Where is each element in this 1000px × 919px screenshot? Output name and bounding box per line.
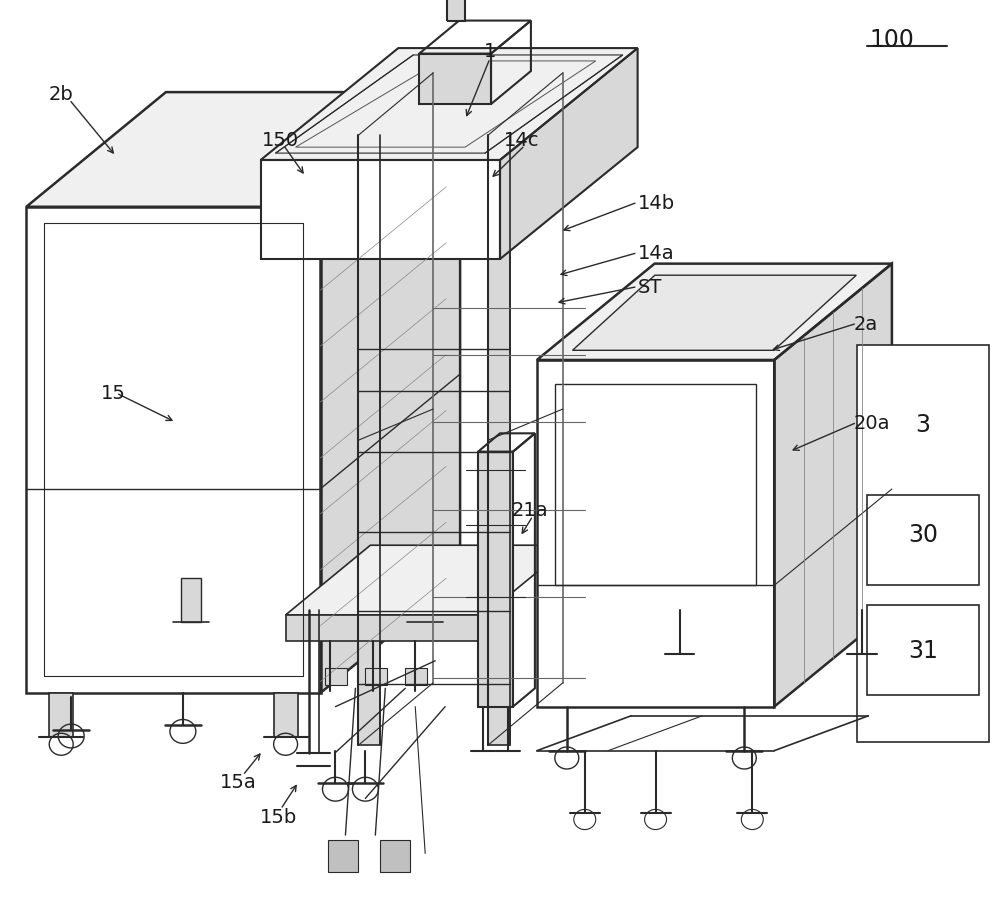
Polygon shape — [328, 840, 358, 872]
Text: 2a: 2a — [854, 314, 878, 334]
Text: 15: 15 — [101, 384, 126, 403]
Bar — [867, 495, 979, 585]
Polygon shape — [537, 360, 774, 707]
Polygon shape — [358, 136, 380, 745]
Polygon shape — [500, 49, 638, 260]
Polygon shape — [325, 668, 347, 685]
Text: 21a: 21a — [512, 501, 548, 519]
Polygon shape — [419, 54, 491, 105]
Text: 14b: 14b — [638, 194, 675, 212]
Polygon shape — [320, 93, 460, 693]
Polygon shape — [286, 615, 485, 641]
Polygon shape — [380, 840, 410, 872]
Polygon shape — [26, 208, 320, 693]
Polygon shape — [405, 668, 427, 685]
Polygon shape — [49, 693, 73, 737]
Polygon shape — [26, 93, 460, 208]
Polygon shape — [415, 579, 435, 622]
Polygon shape — [365, 668, 387, 685]
Polygon shape — [537, 265, 892, 360]
Polygon shape — [261, 161, 500, 260]
Polygon shape — [488, 136, 510, 745]
Text: 31: 31 — [908, 638, 938, 662]
Bar — [857, 346, 989, 742]
Polygon shape — [286, 546, 570, 615]
Polygon shape — [774, 265, 892, 707]
Bar — [867, 606, 979, 695]
Text: 100: 100 — [869, 28, 914, 51]
Polygon shape — [572, 276, 856, 351]
Text: 30: 30 — [908, 523, 938, 547]
Polygon shape — [478, 452, 513, 707]
Text: 14c: 14c — [504, 131, 540, 150]
Text: 15a: 15a — [220, 773, 257, 791]
Text: 150: 150 — [262, 131, 299, 150]
Polygon shape — [181, 579, 201, 622]
Text: 2b: 2b — [49, 85, 74, 105]
Polygon shape — [447, 0, 465, 21]
Text: 3: 3 — [915, 413, 930, 437]
Polygon shape — [274, 693, 298, 737]
Text: 1: 1 — [484, 42, 496, 62]
Text: 15b: 15b — [260, 807, 297, 826]
Polygon shape — [261, 49, 638, 161]
Text: 20a: 20a — [854, 414, 891, 432]
Text: ST: ST — [638, 278, 662, 297]
Text: 14a: 14a — [638, 244, 674, 263]
